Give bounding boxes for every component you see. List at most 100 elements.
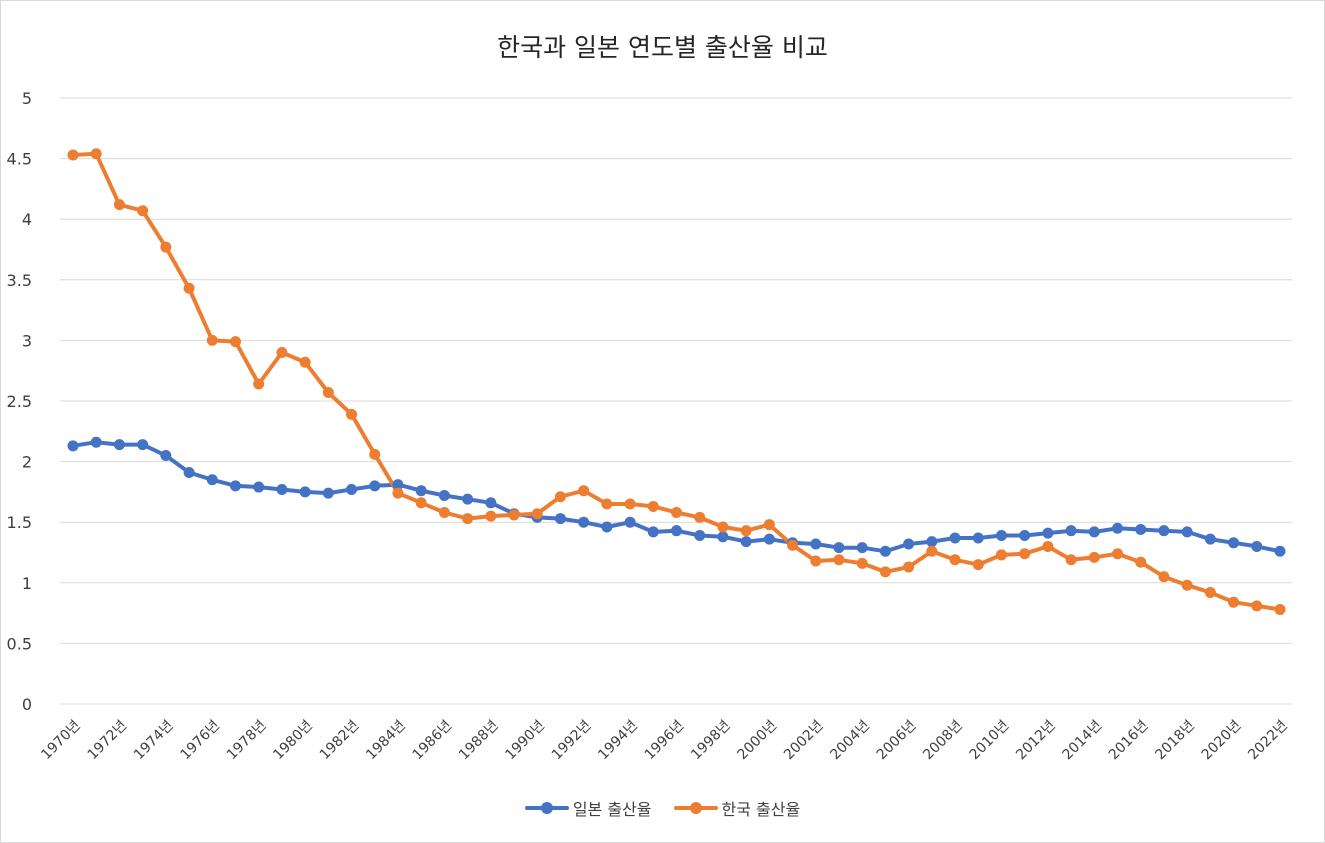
data-point-s1-45[interactable] — [1112, 548, 1124, 560]
data-point-s0-4[interactable] — [160, 450, 172, 462]
data-point-s0-13[interactable] — [369, 480, 381, 492]
data-point-s0-52[interactable] — [1274, 545, 1286, 557]
data-point-s0-45[interactable] — [1112, 522, 1124, 534]
data-point-s0-11[interactable] — [322, 487, 334, 499]
data-point-s1-3[interactable] — [137, 205, 149, 217]
data-point-s0-0[interactable] — [67, 440, 79, 452]
data-point-s1-11[interactable] — [322, 387, 334, 399]
data-point-s1-18[interactable] — [485, 510, 497, 522]
data-point-s0-24[interactable] — [624, 516, 636, 528]
data-point-s1-6[interactable] — [206, 334, 218, 346]
data-point-s0-22[interactable] — [578, 516, 590, 528]
data-point-s0-27[interactable] — [694, 530, 706, 542]
data-point-s1-0[interactable] — [67, 149, 79, 161]
data-point-s0-43[interactable] — [1065, 525, 1077, 537]
data-point-s0-44[interactable] — [1088, 526, 1100, 538]
data-point-s0-50[interactable] — [1228, 537, 1240, 549]
data-point-s0-5[interactable] — [183, 467, 195, 479]
data-point-s1-30[interactable] — [763, 519, 775, 531]
data-point-s1-8[interactable] — [253, 378, 265, 390]
data-point-s0-8[interactable] — [253, 481, 265, 493]
data-point-s1-12[interactable] — [346, 408, 358, 420]
data-point-s1-31[interactable] — [787, 539, 799, 551]
data-point-s1-48[interactable] — [1181, 579, 1193, 591]
data-point-s0-17[interactable] — [462, 493, 474, 505]
data-point-s0-48[interactable] — [1181, 526, 1193, 538]
data-point-s0-3[interactable] — [137, 439, 149, 451]
data-point-s1-42[interactable] — [1042, 540, 1054, 552]
data-point-s0-2[interactable] — [113, 439, 125, 451]
data-point-s1-38[interactable] — [949, 554, 961, 566]
data-point-s0-18[interactable] — [485, 497, 497, 509]
data-point-s0-35[interactable] — [879, 545, 891, 557]
data-point-s1-25[interactable] — [647, 500, 659, 512]
data-point-s0-46[interactable] — [1135, 523, 1147, 535]
data-point-s0-38[interactable] — [949, 532, 961, 544]
data-point-s1-7[interactable] — [229, 336, 241, 348]
data-point-s1-39[interactable] — [972, 559, 984, 571]
data-point-s1-27[interactable] — [694, 511, 706, 523]
data-point-s1-40[interactable] — [995, 549, 1007, 561]
data-point-s1-15[interactable] — [415, 497, 427, 509]
data-point-s1-9[interactable] — [276, 347, 288, 359]
data-point-s1-2[interactable] — [113, 199, 125, 211]
data-point-s1-32[interactable] — [810, 555, 822, 567]
data-point-s0-51[interactable] — [1251, 540, 1263, 552]
data-point-s1-17[interactable] — [462, 513, 474, 525]
data-point-s1-4[interactable] — [160, 241, 172, 253]
data-point-s1-16[interactable] — [438, 507, 450, 519]
data-point-s0-9[interactable] — [276, 483, 288, 495]
data-point-s1-49[interactable] — [1204, 586, 1216, 598]
data-point-s0-15[interactable] — [415, 485, 427, 497]
data-point-s1-21[interactable] — [554, 491, 566, 503]
data-point-s0-30[interactable] — [763, 533, 775, 545]
data-point-s1-28[interactable] — [717, 521, 729, 533]
data-point-s0-29[interactable] — [740, 536, 752, 548]
data-point-s1-52[interactable] — [1274, 603, 1286, 615]
data-point-s1-50[interactable] — [1228, 596, 1240, 608]
data-point-s0-21[interactable] — [554, 513, 566, 525]
data-point-s1-10[interactable] — [299, 356, 311, 368]
data-point-s1-51[interactable] — [1251, 600, 1263, 612]
legend-item-korea[interactable]: 한국 출산율 — [673, 796, 800, 820]
legend-item-japan[interactable]: 일본 출산율 — [524, 796, 652, 820]
data-point-s0-37[interactable] — [926, 536, 938, 548]
data-point-s1-46[interactable] — [1135, 556, 1147, 568]
data-point-s0-33[interactable] — [833, 542, 845, 554]
data-point-s0-7[interactable] — [229, 480, 241, 492]
data-point-s1-24[interactable] — [624, 498, 636, 510]
data-point-s1-41[interactable] — [1019, 548, 1031, 560]
data-point-s1-23[interactable] — [601, 498, 613, 510]
data-point-s1-34[interactable] — [856, 557, 868, 569]
data-point-s0-14[interactable] — [392, 479, 404, 491]
data-point-s1-22[interactable] — [578, 485, 590, 497]
data-point-s1-43[interactable] — [1065, 554, 1077, 566]
data-point-s1-19[interactable] — [508, 509, 520, 521]
data-point-s1-36[interactable] — [903, 561, 915, 573]
data-point-s1-26[interactable] — [671, 507, 682, 519]
data-point-s0-16[interactable] — [438, 490, 450, 502]
data-point-s0-10[interactable] — [299, 486, 311, 498]
data-point-s0-28[interactable] — [717, 531, 729, 543]
data-point-s0-12[interactable] — [346, 483, 358, 495]
data-point-s1-14[interactable] — [392, 487, 404, 499]
data-point-s0-1[interactable] — [90, 436, 102, 448]
data-point-s0-26[interactable] — [671, 525, 682, 537]
data-point-s0-49[interactable] — [1204, 533, 1216, 545]
data-point-s0-25[interactable] — [647, 526, 659, 538]
data-point-s0-40[interactable] — [995, 530, 1007, 542]
data-point-s1-33[interactable] — [833, 554, 845, 566]
data-point-s0-6[interactable] — [206, 474, 218, 486]
data-point-s1-29[interactable] — [740, 525, 752, 537]
data-point-s0-32[interactable] — [810, 538, 822, 550]
data-point-s1-47[interactable] — [1158, 571, 1170, 583]
data-point-s0-36[interactable] — [903, 538, 915, 550]
data-point-s0-23[interactable] — [601, 521, 613, 533]
data-point-s0-39[interactable] — [972, 532, 984, 544]
data-point-s0-41[interactable] — [1019, 530, 1031, 542]
data-point-s0-42[interactable] — [1042, 527, 1054, 539]
data-point-s0-47[interactable] — [1158, 525, 1170, 537]
data-point-s1-5[interactable] — [183, 282, 195, 294]
data-point-s1-35[interactable] — [879, 566, 891, 578]
data-point-s1-20[interactable] — [531, 508, 543, 520]
